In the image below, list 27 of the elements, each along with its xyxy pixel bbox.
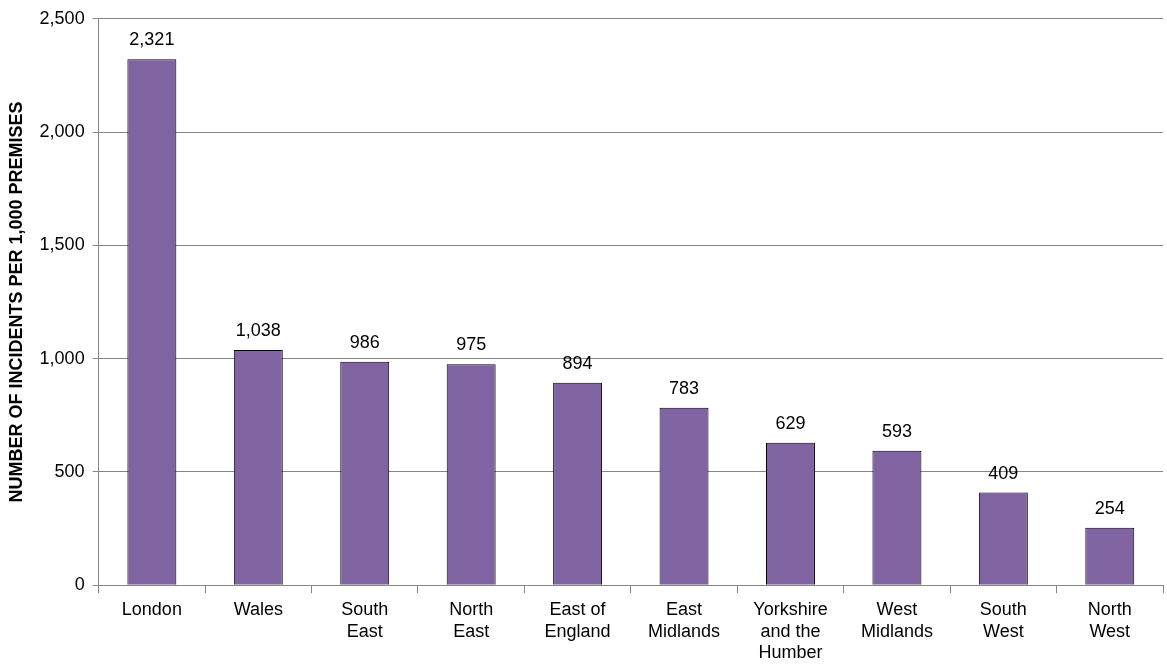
data-label: 593 <box>881 420 912 441</box>
x-tick-label: South East <box>341 598 389 641</box>
x-tick-label: Wales <box>233 598 283 619</box>
x-tick-label: East Midlands <box>648 598 721 641</box>
data-label: 409 <box>988 462 1019 483</box>
x-tick-label: West Midlands <box>860 598 933 641</box>
y-axis-title: NUMBER OF INCIDENTS PER 1,000 PREMISES <box>5 101 26 503</box>
x-tick-label: North West <box>1087 598 1132 641</box>
y-tick-label: 500 <box>54 460 85 481</box>
y-tick-label: 2,000 <box>39 121 85 142</box>
x-tick-label: East of England <box>544 598 611 641</box>
data-label: 894 <box>562 352 593 373</box>
y-tick-label: 1,500 <box>39 234 85 255</box>
data-label: 1,038 <box>235 320 281 340</box>
data-label: 2,321 <box>129 29 175 50</box>
x-tick-label: South West <box>979 598 1027 641</box>
x-tick-label: North East <box>449 598 494 641</box>
data-label: 986 <box>349 331 380 352</box>
data-label: 629 <box>775 412 806 433</box>
y-tick-label: 1,000 <box>39 347 85 368</box>
x-tick-label: London <box>121 598 182 619</box>
y-tick-label: 2,500 <box>39 7 85 28</box>
data-label: 975 <box>456 334 487 355</box>
y-tick-label: 0 <box>74 574 85 595</box>
data-label: 254 <box>1094 497 1125 518</box>
data-label: 783 <box>669 377 700 398</box>
x-tick-label: Yorkshire and the Humber <box>753 598 828 663</box>
